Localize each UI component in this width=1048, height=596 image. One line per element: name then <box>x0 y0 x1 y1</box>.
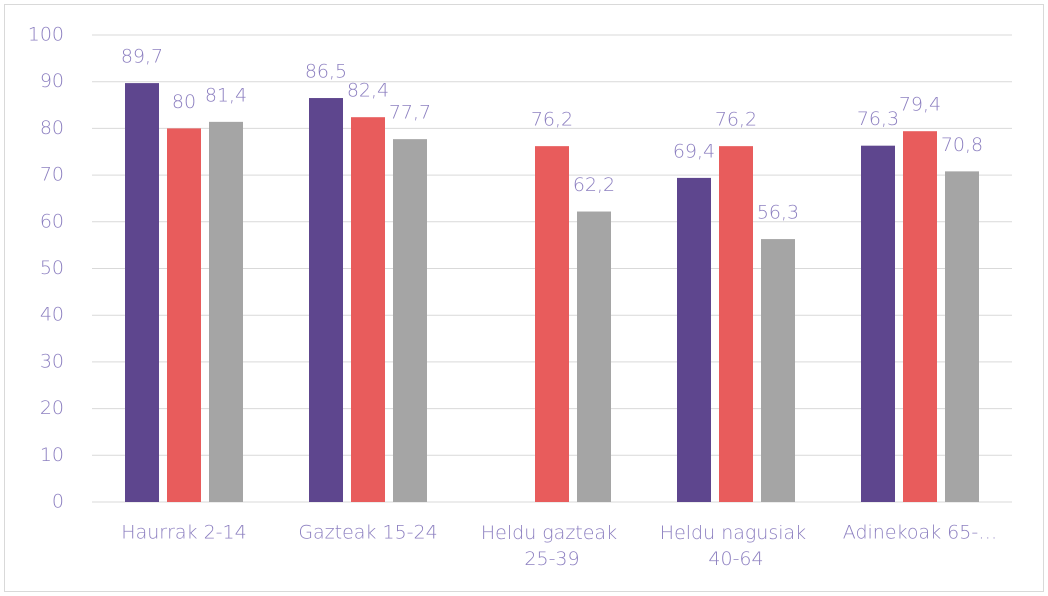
value-label: 79,4 <box>899 94 941 116</box>
bar <box>719 146 753 502</box>
value-label: 89,7 <box>121 46 163 68</box>
value-label: 81,4 <box>205 84 247 106</box>
bar <box>677 177 711 503</box>
bar <box>861 145 895 502</box>
y-tick-label: 100 <box>28 24 64 46</box>
bar <box>309 98 343 503</box>
bar <box>393 139 427 503</box>
y-tick-label: 30 <box>40 350 64 372</box>
bar <box>351 117 385 502</box>
y-tick-label: 80 <box>40 117 64 139</box>
bar <box>761 239 795 503</box>
bar <box>167 128 201 502</box>
y-tick-label: 10 <box>40 444 64 466</box>
y-tick-label: 20 <box>40 397 64 419</box>
value-label: 62,2 <box>573 174 615 196</box>
value-label: 69,4 <box>673 140 715 162</box>
value-label: 80 <box>172 91 196 113</box>
x-tick-label: Heldu nagusiak 40-64 <box>660 522 812 570</box>
value-label: 77,7 <box>389 102 431 124</box>
bar <box>903 131 937 502</box>
y-tick-label: 60 <box>40 210 64 232</box>
x-tick-label: Heldu gazteak 25-39 <box>481 522 623 570</box>
bar <box>577 211 611 502</box>
value-label: 70,8 <box>941 134 983 156</box>
bar <box>945 171 979 502</box>
value-label: 82,4 <box>347 80 389 102</box>
x-tick-label: Adinekoak 65-… <box>843 522 997 544</box>
y-tick-label: 70 <box>40 164 64 186</box>
bar <box>535 146 569 502</box>
y-tick-label: 0 <box>52 491 64 513</box>
bar <box>209 121 243 502</box>
bar <box>125 83 159 502</box>
y-tick-label: 90 <box>40 70 64 92</box>
y-tick-label: 50 <box>40 257 64 279</box>
x-tick-label: Gazteak 15-24 <box>298 522 437 544</box>
value-label: 76,3 <box>857 108 899 130</box>
value-label: 56,3 <box>757 202 799 224</box>
x-tick-label: Haurrak 2-14 <box>121 522 246 544</box>
value-label: 76,2 <box>715 109 757 131</box>
value-label: 86,5 <box>305 61 347 83</box>
value-label: 76,2 <box>531 109 573 131</box>
y-tick-label: 40 <box>40 304 64 326</box>
